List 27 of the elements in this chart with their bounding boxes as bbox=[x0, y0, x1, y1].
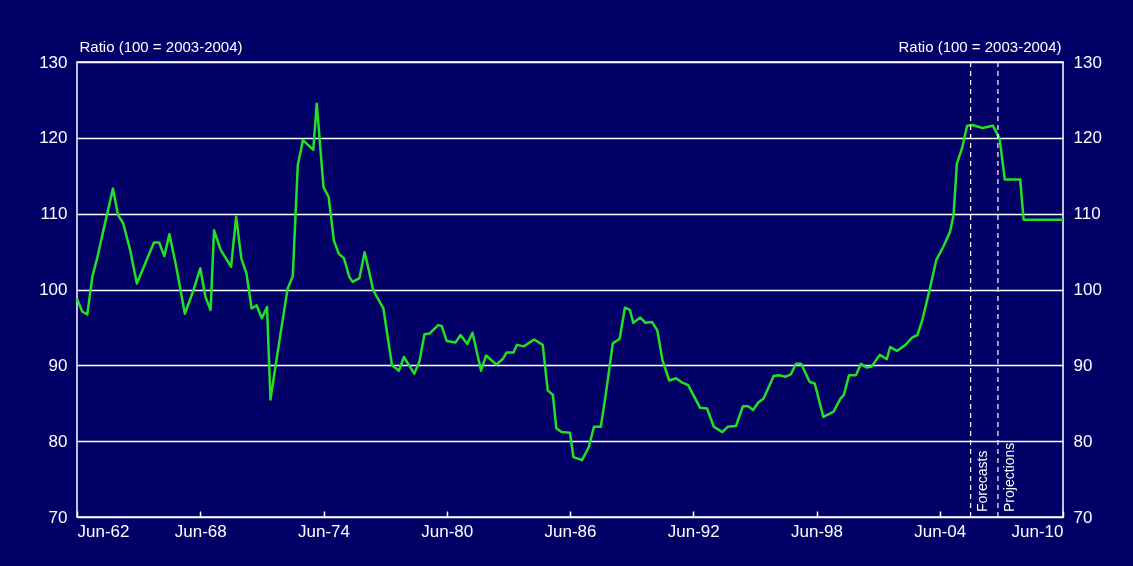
x-tick-label: Jun-62 bbox=[77, 521, 130, 541]
x-tick-label: Jun-74 bbox=[298, 521, 350, 541]
y2-tick-label: 110 bbox=[1073, 204, 1101, 224]
y2-axis-title: Ratio (100 = 2003-2004) bbox=[898, 37, 1062, 55]
x-tick-label: Jun-68 bbox=[174, 521, 227, 541]
y-tick-label: 100 bbox=[39, 280, 68, 299]
x-tick-label: Jun-80 bbox=[421, 521, 474, 541]
y-tick-label: 120 bbox=[39, 128, 68, 148]
x-tick-label: Jun-98 bbox=[791, 521, 843, 541]
x-tick-label: Jun-92 bbox=[667, 521, 720, 541]
y2-tick-label: 130 bbox=[1073, 52, 1102, 72]
x-tick-label: Jun-04 bbox=[914, 521, 967, 541]
x-tick-label: Jun-86 bbox=[544, 521, 597, 541]
y-tick-label: 90 bbox=[48, 355, 68, 375]
y-tick-label: 110 bbox=[40, 204, 68, 224]
y-tick-label: 80 bbox=[48, 431, 68, 451]
ref-line-label: Forecasts bbox=[973, 450, 990, 512]
y2-tick-label: 70 bbox=[1073, 507, 1093, 527]
ref-line-label: Projections bbox=[1000, 442, 1017, 512]
y-tick-label: 130 bbox=[39, 52, 68, 72]
y2-tick-label: 120 bbox=[1073, 128, 1102, 148]
y2-tick-label: 100 bbox=[1073, 280, 1102, 299]
y2-tick-label: 90 bbox=[1073, 355, 1093, 375]
y2-tick-label: 80 bbox=[1073, 431, 1093, 451]
x-tick-label: Jun-10 bbox=[1011, 521, 1064, 541]
y-tick-label: 70 bbox=[48, 507, 68, 527]
y-axis-title: Ratio (100 = 2003-2004) bbox=[79, 37, 243, 55]
